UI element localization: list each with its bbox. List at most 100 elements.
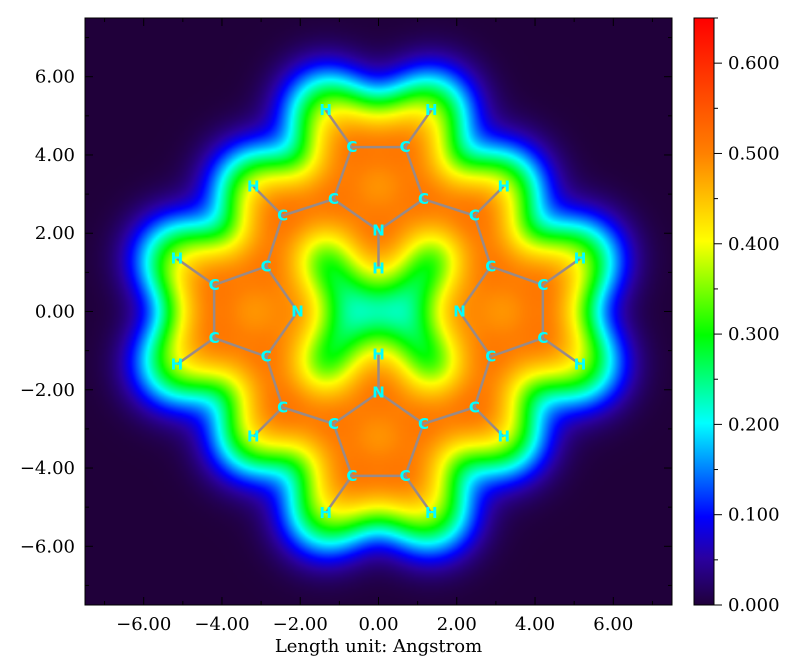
atom-label-c: C [328, 190, 339, 208]
colorbar-tick-label: 0.600 [728, 53, 780, 74]
atom-label-c: C [418, 415, 429, 433]
atom-label-c: C [400, 138, 411, 156]
y-tick-label: 6.00 [35, 67, 75, 88]
atom-label-c: C [469, 207, 480, 225]
bond [490, 336, 544, 358]
bond [332, 391, 380, 425]
atom-label-c: C [209, 276, 220, 294]
x-tick-label: −4.00 [194, 614, 249, 635]
atom-label-c: C [537, 276, 548, 294]
atom-label-c: C [485, 257, 496, 275]
colorbar-axis: 0.000 0.100 0.200 0.300 0.400 0.500 0.600 [714, 17, 780, 616]
atom-label-n: N [372, 221, 385, 239]
atom-label-h: H [425, 101, 438, 119]
bond [458, 265, 492, 313]
bond [265, 265, 299, 313]
bond [176, 257, 215, 286]
x-tick-label: −6.00 [116, 614, 171, 635]
atom-label-c: C [277, 207, 288, 225]
bond [403, 423, 425, 477]
atom-label-h: H [497, 428, 510, 446]
x-axis-label: Length unit: Angstrom [275, 636, 482, 657]
x-axis: −6.00 −4.00 −2.00 0.00 2.00 4.00 6.00 [104, 18, 653, 635]
bond [176, 337, 215, 366]
y-tick-label: −4.00 [20, 458, 75, 479]
x-tick-label: 2.00 [437, 614, 477, 635]
atom-label-c: C [418, 190, 429, 208]
colorbar-tick-label: 0.300 [728, 324, 780, 345]
atom-label-h: H [319, 101, 332, 119]
bond [490, 265, 544, 287]
atom-label-h: H [247, 428, 260, 446]
atom-label-n: N [291, 303, 304, 321]
atom-label-h: H [372, 346, 385, 364]
x-tick-label: 6.00 [593, 614, 633, 635]
atom-label-c: C [277, 398, 288, 416]
colorbar-tick-label: 0.000 [728, 595, 780, 616]
bond [403, 146, 425, 200]
bond [213, 265, 267, 287]
colorbar-tick-label: 0.200 [728, 414, 780, 435]
bond [423, 406, 475, 426]
x-tick-label: 0.00 [358, 614, 398, 635]
bond [377, 198, 425, 232]
bond [332, 198, 380, 232]
bond [542, 257, 581, 286]
atom-label-c: C [537, 329, 548, 347]
colorbar-tick-label: 0.400 [728, 234, 780, 255]
x-tick-label: −2.00 [273, 614, 328, 635]
atom-label-c: C [261, 257, 272, 275]
bond [423, 197, 475, 217]
bond [324, 109, 353, 148]
bond [252, 406, 284, 438]
atom-label-h: H [425, 504, 438, 522]
bond [265, 310, 299, 358]
bond [404, 475, 433, 514]
y-tick-label: 4.00 [35, 145, 75, 166]
atom-label-n: N [453, 303, 466, 321]
bond [213, 336, 267, 358]
bond-layer [176, 109, 581, 514]
colorbar-tick-label: 0.500 [728, 143, 780, 164]
bond [542, 337, 581, 366]
atom-label-c: C [209, 329, 220, 347]
atom-label-c: C [328, 415, 339, 433]
atom-label-h: H [574, 250, 587, 268]
y-tick-label: −6.00 [20, 536, 75, 557]
bond [264, 215, 284, 267]
atom-label-h: H [574, 355, 587, 373]
bond [332, 423, 354, 477]
bond [252, 185, 284, 217]
atom-label-c: C [346, 467, 357, 485]
bond [473, 406, 505, 438]
atom-label-c: C [485, 348, 496, 366]
bond [264, 356, 284, 408]
atom-label-h: H [171, 355, 184, 373]
bond [324, 475, 353, 514]
colorbar-tick-label: 0.100 [728, 505, 780, 526]
bond [404, 109, 433, 148]
bond [473, 185, 505, 217]
x-tick-label: 4.00 [515, 614, 555, 635]
atom-label-c: C [469, 398, 480, 416]
atom-label-h: H [372, 259, 385, 277]
y-tick-label: −2.00 [20, 380, 75, 401]
atom-label-h: H [319, 504, 332, 522]
bond [458, 310, 492, 358]
atom-label-c: C [261, 348, 272, 366]
atom-label-h: H [247, 177, 260, 195]
y-tick-label: 0.00 [35, 302, 75, 323]
atom-label-n: N [372, 384, 385, 402]
atom-label-h: H [171, 250, 184, 268]
colorbar [693, 17, 715, 606]
bond [473, 356, 493, 408]
bond [282, 197, 334, 217]
y-axis: 6.00 4.00 2.00 0.00 −2.00 −4.00 −6.00 [20, 37, 672, 586]
bond [282, 406, 334, 426]
bond [473, 215, 493, 267]
atom-label-c: C [400, 467, 411, 485]
bond [332, 146, 354, 200]
y-tick-label: 2.00 [35, 223, 75, 244]
